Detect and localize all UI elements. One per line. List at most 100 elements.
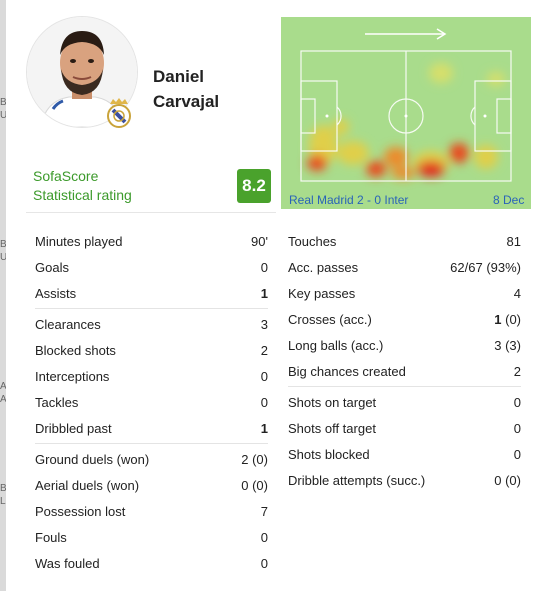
heatmap[interactable] [281,17,531,209]
edge-letter: B [0,239,7,250]
stat-label: Fouls [35,530,67,545]
edge-letter: B [0,483,7,494]
stat-label: Clearances [35,317,101,332]
stat-value-normal: 2 [260,343,268,358]
edge-letter: L [0,496,6,507]
stat-row: Aerial duels (won) 0 (0) [35,472,268,498]
attack-direction-arrow-icon [365,28,447,40]
stat-row: Tackles 0 [35,389,268,415]
sofascore-brand: SofaScore [33,168,99,184]
stat-label: Big chances created [288,364,406,379]
stat-value-normal: 0 [260,395,268,410]
stat-value-normal: 62/67 (93%) [450,260,521,275]
stat-value-normal: 81 [506,234,521,249]
stat-row: Possession lost 7 [35,498,268,524]
rating-badge: 8.2 [237,169,271,203]
stat-label: Long balls (acc.) [288,338,384,353]
stat-value: 1 (0) [494,312,521,327]
stat-value: 0 [261,395,268,410]
stat-value: 2 [261,343,268,358]
stat-value-normal: 0 (0) [494,473,521,488]
stat-label: Possession lost [35,504,126,519]
stat-row: Shots on target 0 [288,389,521,415]
stat-value: 0 [261,530,268,545]
stat-value: 0 [261,369,268,384]
divider [35,308,268,309]
stat-value-normal: 0 [260,260,268,275]
stat-value: 0 [514,447,521,462]
stat-label: Acc. passes [288,260,359,275]
stat-label: Ground duels (won) [35,452,150,467]
stat-value: 81 [507,234,521,249]
stat-row: Interceptions 0 [35,363,268,389]
stat-value: 1 [261,286,268,301]
stat-value-bold: 1 [260,286,268,301]
divider [288,386,521,387]
stat-value-normal: 0 [260,556,268,571]
stat-label: Crosses (acc.) [288,312,372,327]
edge-letter: B [0,97,7,108]
edge-letter: U [0,252,8,263]
rating-label: Statistical rating [33,187,132,203]
real-madrid-crest-icon [104,96,134,130]
stat-row: Long balls (acc.) 3 (3) [288,332,521,358]
stat-value-normal: (0) [501,312,521,327]
heatmap-match-label: Real Madrid 2 - 0 Inter [289,193,409,207]
stat-row: Assists 1 [35,280,268,306]
stat-value-normal: 3 [260,317,268,332]
stat-row: Big chances created 2 [288,358,521,384]
edge-letter: A [0,394,7,405]
stat-row: Ground duels (won) 2 (0) [35,446,268,472]
stat-value-normal: 0 [260,369,268,384]
edge-letter: A [0,381,7,392]
stat-label: Shots off target [288,421,376,436]
stat-value: 7 [261,504,268,519]
edge-letter: U [0,110,8,121]
stat-value-normal: 4 [513,286,521,301]
stats-left-column: Minutes played 90' Goals 0 Assists 1 Clearance… [35,228,268,576]
stat-label: Goals [35,260,69,275]
stat-label: Interceptions [35,369,110,384]
stat-row: Goals 0 [35,254,268,280]
stat-row: Shots blocked 0 [288,441,521,467]
stat-value: 3 (3) [494,338,521,353]
stat-value: 2 (0) [241,452,268,467]
stat-label: Assists [35,286,77,301]
left-panel-edge [0,0,6,591]
stat-label: Was fouled [35,556,100,571]
stat-value: 0 [261,556,268,571]
stat-label: Key passes [288,286,356,301]
stat-value: 0 (0) [494,473,521,488]
stat-value-normal: 0 [513,447,521,462]
stat-value: 90' [251,234,268,249]
stat-value: 4 [514,286,521,301]
stat-row: Key passes 4 [288,280,521,306]
stat-label: Shots blocked [288,447,370,462]
stat-row: Fouls 0 [35,524,268,550]
stat-value: 0 [514,421,521,436]
divider [35,443,268,444]
stats-right-column: Touches 81 Acc. passes 62/67 (93%) Key passe… [288,228,521,493]
stat-row: Was fouled 0 [35,550,268,576]
stat-value: 2 [514,364,521,379]
stat-row: Dribble attempts (succ.) 0 (0) [288,467,521,493]
stat-label: Touches [288,234,337,249]
stat-value-normal: 2 [513,364,521,379]
stat-value-normal: 0 [260,530,268,545]
stat-value: 0 [514,395,521,410]
stat-row: Minutes played 90' [35,228,268,254]
stat-value-bold: 1 [494,312,502,327]
stat-value-normal: 7 [260,504,268,519]
heatmap-date: 8 Dec [493,193,525,207]
stat-row: Dribbled past 1 [35,415,268,441]
stat-label: Tackles [35,395,79,410]
stat-row: Shots off target 0 [288,415,521,441]
stat-value-normal: 0 (0) [241,478,268,493]
stat-value: 1 [261,421,268,436]
divider [26,212,276,213]
stat-value-normal: 0 [513,395,521,410]
stat-value: 0 [261,260,268,275]
stat-row: Touches 81 [288,228,521,254]
player-last-name: Carvajal [153,92,220,111]
stat-label: Dribbled past [35,421,112,436]
